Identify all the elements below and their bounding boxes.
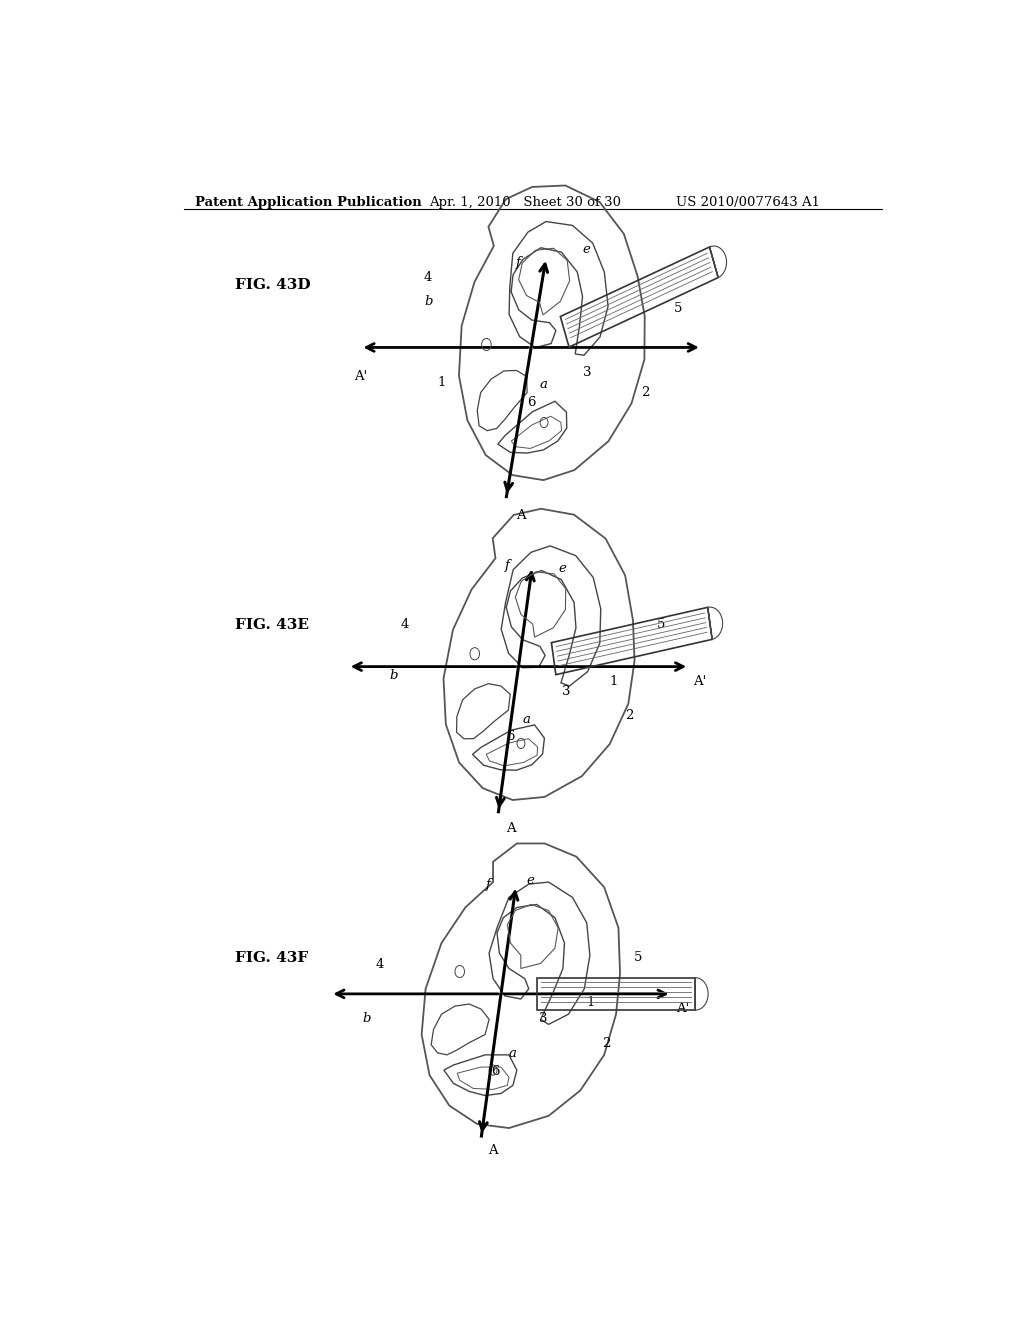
Text: 6: 6: [507, 730, 515, 743]
Text: A: A: [487, 1144, 498, 1158]
Text: Patent Application Publication: Patent Application Publication: [196, 195, 422, 209]
Text: f: f: [485, 878, 490, 891]
Text: 4: 4: [401, 618, 410, 631]
Text: 2: 2: [641, 387, 649, 399]
Text: 3: 3: [562, 685, 570, 698]
Text: 3: 3: [539, 1012, 548, 1026]
Text: FIG. 43F: FIG. 43F: [236, 952, 308, 965]
Text: 2: 2: [626, 709, 634, 722]
Text: e: e: [526, 874, 535, 887]
Text: 4: 4: [424, 272, 432, 284]
Text: A': A': [693, 675, 707, 688]
Text: A: A: [516, 510, 525, 521]
Text: A': A': [354, 370, 368, 383]
Text: e: e: [558, 561, 566, 574]
Text: 4: 4: [376, 958, 384, 972]
Text: f: f: [505, 558, 509, 572]
Text: a: a: [539, 378, 547, 391]
Text: 1: 1: [437, 376, 445, 389]
Text: a: a: [522, 713, 530, 726]
Text: a: a: [509, 1047, 517, 1060]
Text: 5: 5: [634, 952, 642, 965]
Text: e: e: [583, 243, 591, 256]
Text: b: b: [390, 669, 398, 682]
Text: b: b: [362, 1012, 371, 1026]
Text: 5: 5: [674, 302, 682, 315]
Text: b: b: [424, 294, 432, 308]
Text: 6: 6: [527, 396, 536, 409]
Text: A: A: [507, 822, 516, 836]
Text: 2: 2: [602, 1036, 611, 1049]
Text: 5: 5: [657, 618, 666, 631]
Text: f: f: [516, 256, 521, 269]
Text: FIG. 43E: FIG. 43E: [236, 618, 309, 632]
Text: US 2010/0077643 A1: US 2010/0077643 A1: [676, 195, 819, 209]
Text: 3: 3: [583, 366, 591, 379]
Text: 1: 1: [609, 675, 618, 688]
Text: A': A': [676, 1002, 689, 1015]
Text: 6: 6: [492, 1065, 500, 1078]
Text: Apr. 1, 2010   Sheet 30 of 30: Apr. 1, 2010 Sheet 30 of 30: [430, 195, 622, 209]
Text: FIG. 43D: FIG. 43D: [236, 279, 310, 292]
Text: 1: 1: [587, 997, 595, 1008]
